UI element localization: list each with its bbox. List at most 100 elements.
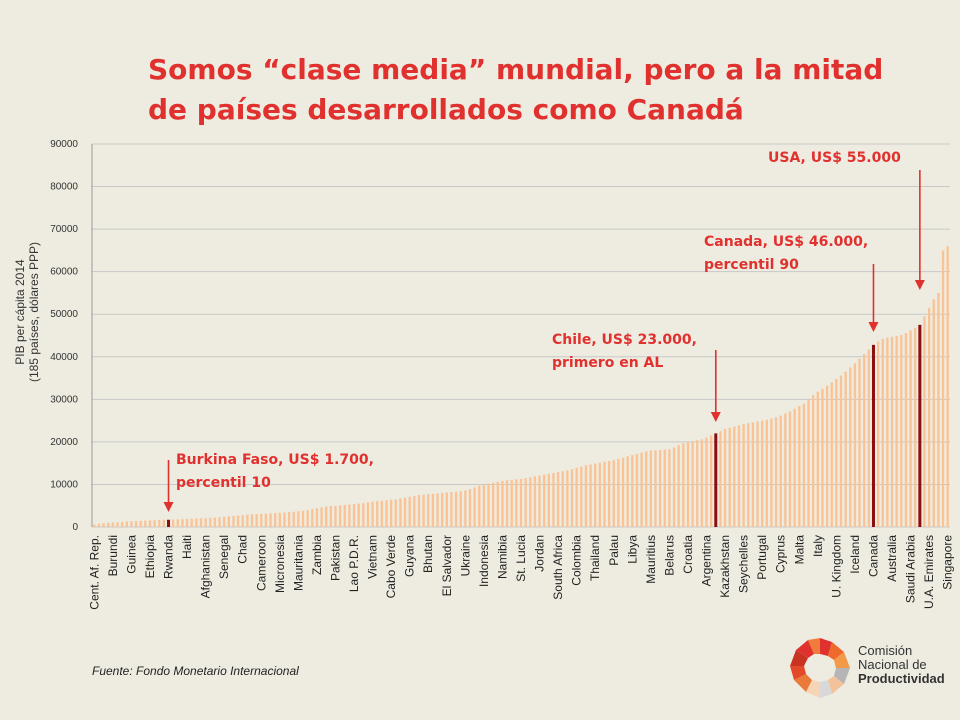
bar	[274, 512, 277, 527]
bar	[515, 479, 518, 527]
x-tick-label: El Salvador	[440, 535, 454, 596]
bar	[394, 499, 397, 527]
bar	[139, 520, 142, 527]
logo-line-3: Productividad	[858, 671, 945, 686]
bar	[765, 419, 768, 527]
y-tick-label: 70000	[50, 224, 78, 235]
x-tick-label: Pakistan	[328, 535, 342, 581]
bar	[709, 435, 713, 527]
bar	[631, 455, 634, 527]
highlighted-bar	[167, 519, 171, 527]
bar	[116, 522, 119, 527]
bar	[691, 441, 694, 527]
bar	[881, 338, 884, 527]
x-tick-label: Guinea	[124, 535, 138, 574]
x-tick-label: Seychelles	[737, 535, 751, 593]
bar	[742, 424, 745, 527]
x-tick-label: Croatia	[681, 535, 695, 574]
bar	[385, 500, 388, 527]
bar	[334, 505, 337, 527]
x-tick-label: Australia	[885, 535, 899, 582]
bar	[566, 470, 569, 527]
bar	[297, 511, 300, 527]
bar	[529, 477, 532, 527]
bar	[932, 299, 935, 527]
bar	[125, 521, 128, 527]
bar	[403, 497, 407, 527]
annotation-text: Chile, US$ 23.000,	[552, 332, 697, 348]
y-tick-label: 40000	[50, 352, 78, 363]
bar	[93, 524, 96, 527]
annotation-text: Burkina Faso, US$ 1.700,	[176, 452, 374, 468]
bar	[635, 453, 639, 527]
x-tick-label: Afghanistan	[199, 535, 213, 598]
bar	[705, 437, 708, 527]
bar	[246, 514, 249, 527]
x-tick-label: Rwanda	[162, 535, 176, 579]
bar	[876, 341, 880, 527]
bar	[287, 512, 291, 527]
annotation-arrowhead	[710, 412, 721, 422]
bar	[570, 469, 574, 527]
bar	[153, 520, 156, 527]
bar	[97, 523, 101, 527]
highlighted-bar	[871, 344, 875, 527]
bar	[914, 327, 917, 527]
bar	[751, 422, 755, 527]
bar	[612, 460, 615, 527]
annotation-arrowhead	[163, 502, 174, 512]
bar	[306, 509, 309, 527]
bar	[561, 471, 564, 527]
bar	[756, 421, 759, 527]
bar	[292, 511, 295, 527]
bar	[427, 494, 430, 527]
bar	[450, 492, 453, 527]
bar	[867, 349, 870, 527]
bar	[812, 395, 815, 527]
bar	[120, 521, 124, 527]
x-tick-label: Colombia	[570, 535, 584, 586]
bar	[218, 517, 221, 527]
bar	[459, 491, 462, 527]
bar	[130, 521, 133, 527]
bar	[422, 494, 425, 527]
bar	[626, 456, 629, 527]
bar	[144, 520, 147, 527]
bar	[496, 481, 499, 527]
x-tick-label: Bhutan	[421, 535, 435, 573]
bar	[798, 406, 801, 527]
bar	[640, 452, 643, 527]
bar	[204, 518, 207, 527]
bar	[172, 519, 175, 527]
bar	[213, 517, 217, 527]
bar	[380, 500, 384, 527]
bar	[584, 465, 588, 527]
bar	[311, 509, 314, 527]
x-tick-label: Senegal	[217, 535, 231, 579]
x-tick-label: Portugal	[755, 535, 769, 580]
bar	[431, 493, 435, 527]
bar	[607, 461, 611, 527]
bar	[111, 522, 115, 527]
bar	[556, 472, 560, 527]
bar	[408, 496, 411, 527]
x-tick-label: Mauritania	[291, 535, 305, 591]
bar	[802, 403, 806, 527]
bar	[784, 413, 787, 527]
bar	[900, 335, 903, 527]
bar	[728, 427, 731, 527]
logo-line-2: Nacional de	[858, 657, 927, 672]
y-tick-label: 80000	[50, 182, 78, 193]
x-tick-label: Ethiopia	[143, 535, 157, 579]
bar	[436, 493, 439, 527]
bar	[223, 516, 226, 527]
x-tick-label: Lao P.D.R.	[347, 535, 361, 592]
bar	[696, 440, 699, 527]
bar	[510, 479, 513, 527]
bar	[816, 391, 819, 527]
bar	[589, 464, 592, 527]
x-tick-label: Kazakhstan	[718, 535, 732, 598]
bar	[825, 385, 829, 527]
logo-line-1: Comisión	[858, 643, 913, 658]
